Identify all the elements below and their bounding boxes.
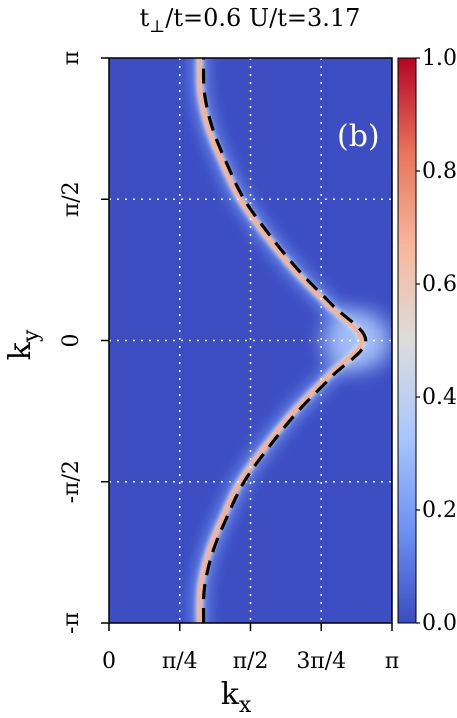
x-tick-label: 3π/4 [296, 649, 346, 674]
spectral-hotspot [322, 310, 391, 371]
y-axis: π π/2 0 -π/2 -π [59, 51, 109, 634]
y-tick-label: π/2 [59, 181, 84, 217]
x-tick-label: π/2 [233, 649, 269, 674]
chart-title: t⊥/t=0.6 U/t=3.17 [140, 4, 361, 37]
colorbar-tick-label: 0.4 [422, 385, 457, 410]
colorbar-tick-label: 0.2 [422, 498, 457, 523]
fermi-surface-dashed-line [201, 58, 368, 623]
colorbar-tick-label: 0.6 [422, 272, 457, 297]
x-axis: 0 π/4 π/2 3π/4 π [102, 623, 399, 674]
colorbar-tick-label: 0.8 [422, 159, 457, 184]
x-axis-label: kx [221, 677, 252, 718]
colorbar: 0.0 0.2 0.4 0.6 0.8 1.0 [397, 46, 457, 636]
x-tick-label: 0 [102, 649, 116, 674]
y-tick-label: -π [59, 612, 84, 634]
x-tick-label: π/4 [162, 649, 198, 674]
panel-label: (b) [337, 119, 380, 154]
y-axis-label: ky [3, 329, 44, 360]
colorbar-ticks: 0.0 0.2 0.4 0.6 0.8 1.0 [416, 46, 457, 636]
colorbar-gradient [397, 57, 417, 624]
x-tick-label: π [385, 649, 399, 674]
colorbar-tick-label: 1.0 [422, 46, 457, 71]
y-tick-label: π [59, 51, 84, 65]
colorbar-tick-label: 0.0 [422, 611, 457, 636]
y-tick-label: 0 [59, 334, 84, 348]
spectral-ridge [197, 58, 364, 623]
y-tick-label: -π/2 [59, 460, 84, 503]
plot-area: (b) [108, 57, 393, 624]
